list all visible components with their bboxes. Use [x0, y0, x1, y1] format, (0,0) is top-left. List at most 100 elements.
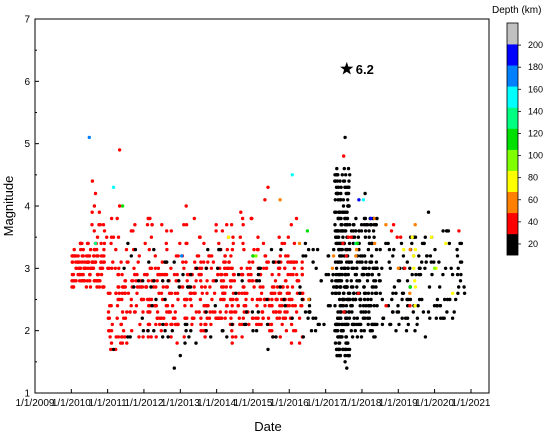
data-point [152, 279, 156, 283]
data-point [374, 291, 378, 295]
data-point [417, 254, 421, 258]
data-point [136, 279, 141, 283]
data-point [224, 285, 228, 289]
data-point [163, 297, 167, 302]
x-tick-label: 1/1/2009 [16, 398, 55, 409]
data-point [347, 310, 351, 314]
y-axis-title: Magnitude [1, 176, 16, 237]
data-point [362, 291, 367, 295]
data-point [183, 316, 187, 320]
data-point [241, 285, 245, 289]
data-point [185, 279, 189, 283]
data-point [92, 247, 97, 252]
data-point [128, 310, 132, 314]
data-point [378, 247, 382, 252]
data-point [265, 322, 270, 327]
data-point [413, 223, 417, 227]
data-point [135, 285, 140, 289]
data-point [278, 266, 282, 270]
data-point [146, 335, 150, 339]
data-point [333, 304, 337, 308]
data-point [109, 235, 114, 239]
data-point [234, 291, 238, 295]
data-point [214, 279, 218, 283]
data-point [164, 322, 169, 327]
data-point [259, 291, 264, 295]
data-point [364, 304, 368, 308]
data-point [448, 297, 452, 302]
data-point [280, 304, 284, 308]
data-point [228, 310, 233, 314]
data-point [181, 272, 185, 277]
data-point [120, 310, 125, 314]
data-point [74, 279, 78, 283]
data-point [275, 297, 279, 302]
data-point [343, 135, 347, 140]
data-point [277, 272, 281, 277]
data-point [427, 285, 432, 289]
y-tick-label: 5 [24, 139, 30, 150]
data-point [258, 297, 263, 302]
data-point [184, 329, 188, 333]
data-point [208, 310, 212, 314]
colorbar-tick-label: 180 [528, 62, 543, 72]
data-point [450, 316, 455, 320]
data-point [198, 266, 202, 270]
data-point [394, 329, 398, 333]
data-point [338, 353, 343, 358]
data-point [336, 216, 340, 221]
data-point [353, 329, 357, 333]
data-point [366, 322, 370, 327]
data-point [261, 316, 265, 320]
data-point [283, 304, 287, 308]
data-point [355, 285, 359, 289]
data-point [344, 272, 348, 277]
data-point [263, 198, 267, 202]
data-point [417, 297, 422, 302]
data-point [109, 341, 114, 345]
x-tick-label: 1/1/2016 [270, 398, 309, 409]
data-point [240, 335, 244, 339]
data-point [340, 254, 344, 258]
data-point [157, 322, 162, 327]
data-point [336, 272, 340, 277]
data-point [107, 266, 111, 270]
data-point [106, 310, 111, 314]
data-point [416, 304, 420, 308]
data-point [165, 285, 169, 289]
data-point [360, 260, 364, 264]
data-point [284, 329, 289, 333]
data-point [207, 316, 212, 320]
data-point [120, 297, 124, 302]
data-point [271, 335, 275, 339]
data-point [191, 316, 195, 320]
data-point [247, 279, 251, 283]
data-point [422, 241, 426, 246]
data-point [244, 310, 249, 314]
data-point [403, 266, 407, 270]
data-point [204, 329, 208, 333]
data-point [142, 272, 147, 277]
data-point [349, 279, 353, 283]
data-point [374, 247, 379, 252]
data-point [227, 260, 231, 264]
data-point [172, 260, 176, 264]
x-tick-label: 1/1/2010 [52, 398, 91, 409]
data-point [155, 310, 160, 314]
data-point [402, 247, 406, 252]
data-point [362, 223, 366, 227]
data-point [279, 247, 283, 252]
data-point [335, 353, 339, 358]
data-point [186, 285, 190, 289]
data-point [288, 297, 292, 302]
data-point [225, 247, 229, 252]
data-point [290, 316, 294, 320]
data-point [333, 173, 337, 177]
x-tick-label: 1/1/2015 [233, 398, 272, 409]
colorbar-tick-label: 140 [528, 106, 543, 116]
data-point [342, 310, 346, 314]
data-point [429, 260, 433, 264]
depth-colorbar: Depth (km) 20 40 60 80 100 120 140 160 180 200 [492, 5, 543, 256]
data-point [352, 291, 356, 295]
data-point [120, 204, 125, 208]
